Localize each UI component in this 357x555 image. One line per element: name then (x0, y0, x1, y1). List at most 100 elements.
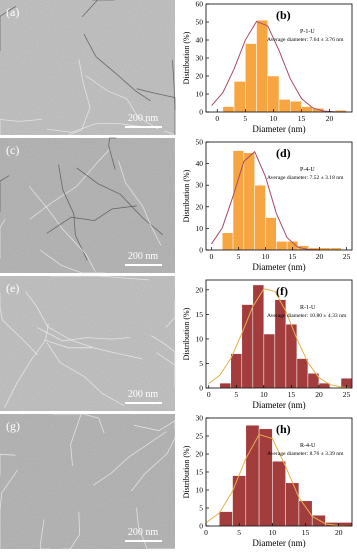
y-axis-label: Distribution (%) (182, 307, 191, 360)
plot-frame (205, 141, 353, 251)
y-tick-label: 10 (196, 486, 204, 495)
fiber (136, 507, 175, 550)
bar (258, 428, 273, 527)
y-tick-label: 0 (199, 522, 203, 531)
fiber (46, 205, 137, 234)
panel-label: (c) (6, 143, 19, 157)
sample-label: R-4-U (300, 443, 316, 449)
y-tick-label: 20 (196, 285, 204, 294)
y-tick-label: 30 (196, 414, 204, 423)
fiber (0, 119, 42, 135)
image-background (0, 0, 175, 135)
histogram-panel: 0 10 20 30 40 50 0 5 10 15 20 25 Diameter (nm) Distri… (182, 138, 353, 272)
sample-label: P-4-U (300, 167, 315, 173)
x-tick-label: 0 (215, 114, 219, 123)
scale-bar-label: 200 nm (128, 527, 159, 538)
y-tick-label: 25 (196, 432, 204, 441)
fiber (81, 0, 115, 18)
x-tick-label: 15 (289, 252, 297, 261)
y-tick-label: 40 (196, 36, 204, 45)
fiber (39, 519, 51, 550)
fiber (165, 299, 176, 328)
fiber (164, 130, 176, 136)
bar (233, 81, 246, 113)
bar (256, 19, 269, 113)
x-tick-label: 20 (316, 252, 324, 261)
fiber (25, 291, 93, 348)
annotation: Average diameter: 7.64 ± 3.76 nm (267, 37, 344, 43)
fiber (43, 339, 143, 360)
y-axis-label: Distribution (%) (182, 169, 191, 222)
y-tick-label: 15 (196, 310, 204, 319)
bar (301, 106, 313, 113)
y-tick-label: 10 (196, 90, 204, 99)
fiber (68, 59, 91, 136)
fit-curve (205, 433, 353, 527)
panel-label: (b) (276, 8, 291, 22)
tem-image: (c) 200 nm (0, 137, 175, 274)
fit-curve (211, 20, 347, 113)
image-background (0, 138, 175, 273)
fiber (76, 167, 164, 236)
x-tick-label: 0 (210, 252, 214, 261)
sample-label: R-1-U (300, 305, 316, 311)
sample-label: P-1-U (300, 29, 315, 35)
bar (243, 152, 255, 251)
y-tick-label: 10 (196, 334, 204, 343)
fiber (0, 218, 6, 259)
image-background (0, 276, 175, 411)
scale-bar-label: 200 nm (128, 113, 159, 124)
fiber (53, 413, 105, 434)
panel-label: (d) (276, 146, 291, 160)
bar (265, 217, 277, 251)
plot-frame (205, 279, 353, 389)
fiber (118, 160, 162, 246)
fiber (133, 419, 176, 432)
annotation: Average diameter: 7.52 ± 3.18 nm (267, 175, 344, 181)
x-tick-label: 5 (234, 390, 238, 399)
panel-label: (e) (6, 281, 19, 295)
y-axis-label: Distribution (%) (182, 31, 191, 84)
fiber (4, 323, 49, 408)
annotation: Average diameter: 8.76 ± 3.39 nm (267, 451, 344, 457)
y-tick-label: 50 (196, 138, 204, 147)
fiber (172, 60, 176, 135)
x-tick-label: 5 (237, 252, 241, 261)
fiber (83, 34, 151, 102)
x-axis-label: Diameter (nm) (252, 538, 305, 548)
x-tick-label: 10 (260, 390, 268, 399)
bar (252, 284, 265, 389)
x-tick-label: 5 (237, 528, 241, 537)
bar (245, 43, 257, 113)
fiber (150, 335, 176, 383)
fiber (131, 435, 176, 492)
bar (276, 241, 288, 251)
histogram-panel: 0 10 20 30 40 50 60 0 5 10 15 20 Diameter (nm) Distri… (182, 0, 353, 134)
x-tick-label: 10 (270, 114, 278, 123)
x-tick-label: 15 (288, 390, 296, 399)
fiber (39, 249, 106, 274)
y-tick-label: 5 (199, 504, 203, 513)
scale-bar-label: 200 nm (128, 389, 159, 400)
x-tick-label: 5 (243, 114, 247, 123)
y-tick-label: 40 (196, 159, 204, 168)
fiber (0, 6, 17, 52)
x-axis-label: Diameter (nm) (252, 400, 305, 410)
fiber (62, 511, 81, 550)
x-tick-label: 0 (204, 528, 208, 537)
y-tick-label: 60 (196, 0, 204, 9)
fiber (29, 149, 110, 220)
x-tick-label: 20 (326, 114, 334, 123)
fiber (51, 275, 149, 281)
bar (221, 232, 234, 251)
scale-bar-label: 200 nm (128, 251, 159, 262)
bar (219, 382, 232, 389)
x-tick-label: 10 (269, 528, 277, 537)
bar (296, 358, 309, 389)
y-axis-label: Distribution (%) (182, 445, 191, 498)
x-tick-label: 25 (343, 390, 351, 399)
bar (232, 475, 247, 527)
panel-label: (h) (276, 422, 291, 436)
y-tick-label: 20 (196, 450, 204, 459)
